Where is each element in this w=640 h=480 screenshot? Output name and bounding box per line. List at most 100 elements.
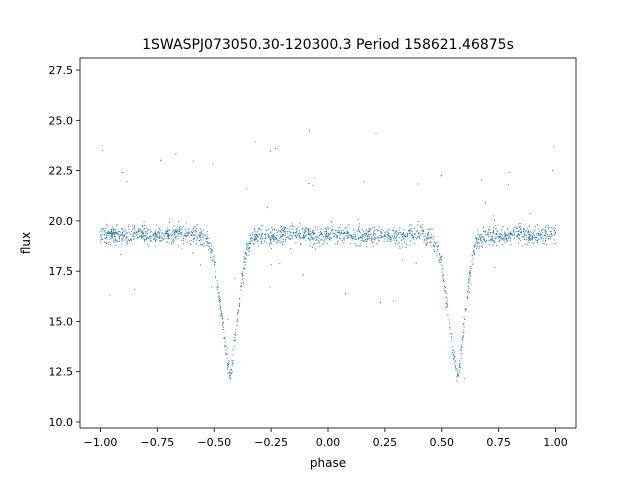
data-point <box>445 292 447 295</box>
data-point <box>313 232 315 234</box>
data-point <box>390 236 392 238</box>
data-point <box>259 234 261 236</box>
data-point <box>437 245 439 247</box>
data-point <box>474 236 476 238</box>
data-point <box>319 239 321 241</box>
data-point <box>299 236 301 238</box>
x-tick-label: 0.50 <box>430 436 455 449</box>
data-point <box>532 236 534 238</box>
data-point <box>451 352 454 354</box>
data-point <box>122 235 124 237</box>
data-point <box>244 258 246 260</box>
data-point <box>101 238 103 240</box>
data-point <box>438 259 440 261</box>
data-point <box>216 287 218 289</box>
data-point <box>220 312 222 314</box>
data-point <box>439 256 442 258</box>
data-point <box>138 236 140 239</box>
data-point <box>108 243 110 245</box>
data-point <box>419 225 421 227</box>
data-point <box>501 237 503 239</box>
data-point <box>110 243 112 245</box>
data-point <box>240 285 242 287</box>
data-point <box>124 231 126 233</box>
data-point <box>192 252 194 254</box>
data-point <box>379 302 382 304</box>
data-point <box>143 239 146 241</box>
data-point <box>493 241 496 243</box>
data-point <box>141 230 143 232</box>
data-point <box>509 234 511 236</box>
data-point <box>109 239 111 241</box>
data-point <box>327 234 329 236</box>
data-point <box>133 236 135 238</box>
data-point <box>394 236 396 238</box>
data-point <box>278 229 280 232</box>
data-point <box>331 230 333 232</box>
data-point <box>206 245 208 247</box>
data-point <box>317 240 319 242</box>
data-point <box>183 235 185 237</box>
data-point <box>127 239 130 241</box>
data-point <box>206 242 209 244</box>
data-point <box>318 241 320 243</box>
data-point <box>492 244 494 246</box>
data-point <box>367 230 369 232</box>
data-point <box>342 239 344 241</box>
data-point <box>211 260 213 262</box>
data-point <box>442 275 444 277</box>
data-point <box>473 249 475 251</box>
data-point <box>111 233 113 235</box>
data-point <box>326 243 328 245</box>
data-point <box>230 368 232 370</box>
data-point <box>480 237 482 239</box>
data-point <box>276 241 278 243</box>
data-point <box>484 240 486 243</box>
data-point <box>203 233 205 235</box>
data-point <box>495 227 497 230</box>
data-point <box>344 226 346 229</box>
data-point <box>524 238 526 240</box>
data-point <box>333 236 335 238</box>
data-point <box>467 281 469 283</box>
data-point <box>440 258 442 260</box>
data-point <box>281 235 283 238</box>
data-point <box>119 231 121 233</box>
data-point <box>257 231 259 233</box>
data-point <box>308 230 310 232</box>
data-point <box>425 235 427 237</box>
data-point <box>304 229 306 231</box>
data-point <box>138 229 140 232</box>
data-point <box>529 213 531 215</box>
data-point <box>130 238 133 240</box>
data-point <box>313 238 315 240</box>
data-point <box>513 237 516 239</box>
data-point <box>428 236 430 238</box>
data-point <box>517 233 519 235</box>
data-point <box>375 132 377 134</box>
data-point <box>200 233 202 235</box>
data-point <box>492 231 494 233</box>
data-point <box>443 285 445 288</box>
data-point <box>440 261 442 263</box>
data-point <box>174 230 176 232</box>
data-point <box>463 316 465 318</box>
data-point <box>228 372 230 374</box>
data-point <box>405 234 407 236</box>
data-point <box>431 236 433 238</box>
data-point <box>526 239 528 241</box>
y-axis-ticks: 10.012.515.017.520.022.525.027.5 <box>49 64 80 429</box>
data-point <box>383 235 386 237</box>
data-point <box>234 337 236 339</box>
data-point <box>477 229 479 231</box>
data-point <box>170 238 172 240</box>
data-point <box>196 234 198 236</box>
data-point <box>231 360 233 362</box>
data-point <box>177 238 179 240</box>
y-tick-label: 20.0 <box>49 215 74 228</box>
data-point <box>269 239 271 241</box>
data-point <box>213 256 215 258</box>
data-point <box>232 360 234 362</box>
data-point <box>494 266 496 269</box>
data-point <box>350 237 352 239</box>
